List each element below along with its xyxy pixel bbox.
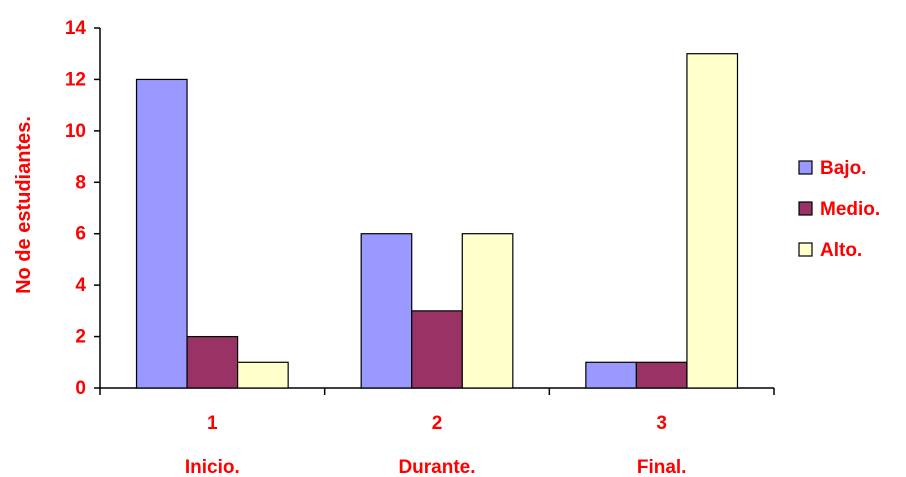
y-tick-label: 10 xyxy=(65,121,86,142)
bar-alto xyxy=(237,361,289,389)
legend-label: Bajo. xyxy=(820,158,866,179)
x-category-sublabel: Final. xyxy=(637,457,687,477)
bar-bajo xyxy=(135,78,188,389)
x-tick-label: 2 xyxy=(432,413,443,434)
bar-bajo xyxy=(585,361,637,389)
legend-swatch xyxy=(798,242,813,257)
legend-swatch xyxy=(798,160,813,175)
y-tick-label: 6 xyxy=(75,224,86,245)
x-category-sublabel: Inicio. xyxy=(185,457,240,477)
bar-bajo xyxy=(360,233,413,389)
legend-swatch xyxy=(798,201,813,216)
bar-medio xyxy=(411,310,463,389)
bar-medio xyxy=(635,361,688,389)
y-tick-label: 4 xyxy=(75,275,86,296)
y-tick-label: 12 xyxy=(65,69,86,90)
y-tick-label: 14 xyxy=(65,18,87,39)
y-tick-label: 8 xyxy=(75,172,86,193)
bar-alto xyxy=(461,233,514,389)
bar-alto xyxy=(686,53,739,389)
legend-label: Alto. xyxy=(820,240,862,261)
x-category-sublabel: Durante. xyxy=(398,457,475,477)
y-axis-label: No de estudiantes. xyxy=(13,116,35,294)
bar-medio xyxy=(186,335,239,389)
legend-label: Medio. xyxy=(820,199,880,220)
x-tick-label: 3 xyxy=(656,413,667,434)
legend: Bajo. Medio. Alto. xyxy=(798,158,880,261)
x-tick-label: 1 xyxy=(207,413,218,434)
y-tick-label: 0 xyxy=(75,378,86,399)
plot-area: 0 2 4 6 8 10 12 14 1 Inicio. 2 Durante. 3 Final. xyxy=(65,18,775,477)
y-tick-label: 2 xyxy=(75,327,86,348)
